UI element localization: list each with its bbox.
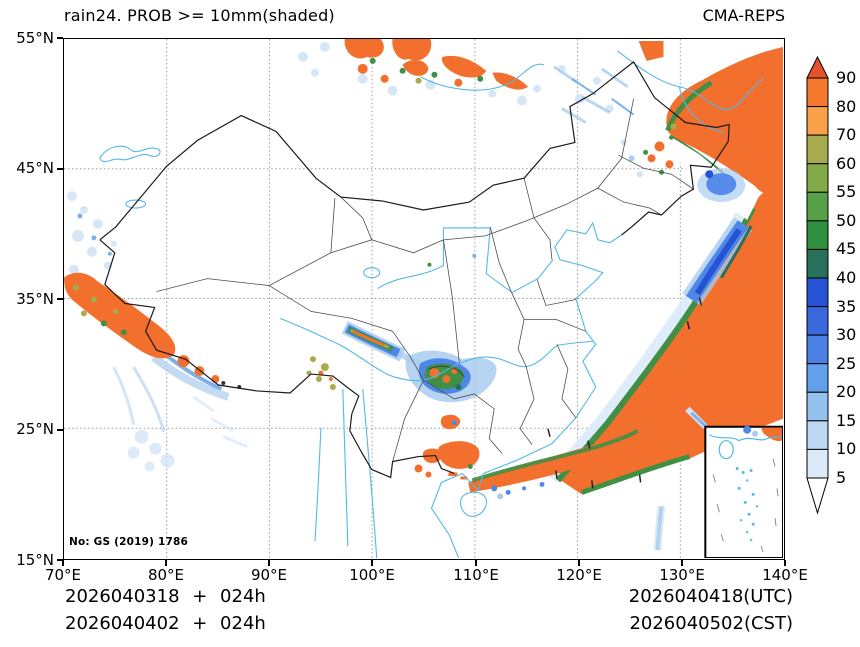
colorbar-segment: [806, 448, 829, 479]
map-approval-note: No: GS (2019) 1786: [69, 536, 188, 548]
colorbar-tick-90: 90: [836, 68, 857, 87]
x-tick-70e: 70°E: [44, 566, 82, 584]
tick-mark: [57, 37, 63, 39]
sw-river-2: [362, 388, 378, 558]
province-borders: [156, 98, 694, 462]
south-china-sea-inset: [704, 425, 783, 558]
map-svg: [64, 39, 783, 558]
colorbar-segment: [806, 106, 829, 136]
lake-issyk-kul: [125, 199, 147, 209]
shaded-region-top-siberia-cluster: [298, 39, 635, 124]
colorbar-segment: [806, 334, 829, 365]
colorbar-segment: [806, 134, 829, 165]
sw-river-1: [342, 388, 349, 547]
colorbar-segment: [806, 277, 829, 308]
amur-tributary: [678, 86, 724, 133]
colorbar-tick-10: 10: [836, 439, 857, 459]
top-cluster-river: [420, 63, 545, 91]
tick-mark: [57, 168, 63, 170]
colorbar-tick-45: 45: [836, 239, 857, 259]
colorbar-tick-35: 35: [836, 296, 857, 316]
tick-mark: [165, 560, 167, 566]
shaded-region-northeast-and-east-sea-band: [547, 40, 783, 495]
map-plot-area: No: GS (2019) 1786: [63, 38, 785, 560]
colorbar-tick-55: 55: [836, 182, 857, 202]
colorbar-tick-5: 5: [836, 468, 847, 487]
tick-mark: [57, 429, 63, 431]
x-tick-140e: 140°E: [762, 566, 808, 584]
colorbar-tick-25: 25: [836, 353, 857, 373]
yellow-river: [377, 227, 554, 294]
qinghai-lake: [363, 267, 381, 279]
colorbar-segment: [806, 391, 829, 422]
colorbar-segment: [806, 77, 829, 108]
colorbar-segment: [806, 220, 829, 250]
x-tick-130e: 130°E: [659, 566, 705, 584]
sw-river-3: [314, 427, 322, 542]
yangtze-river: [279, 317, 593, 382]
x-tick-80e: 80°E: [147, 566, 185, 584]
colorbar-segment: [806, 248, 829, 279]
colorbar-svg: [806, 55, 829, 515]
y-tick-45n: 45°N: [16, 159, 54, 177]
x-tick-90e: 90°E: [250, 566, 288, 584]
colorbar-segment: [806, 163, 829, 193]
model-source-label: CMA-REPS: [702, 6, 785, 25]
colorbar-segment: [806, 363, 829, 393]
shaded-region-sichuan-chongqing: [306, 350, 497, 403]
inset-island-dots: [735, 467, 759, 542]
tick-mark: [268, 560, 270, 566]
colorbar-tick-40: 40: [836, 268, 857, 287]
tick-mark: [681, 560, 683, 566]
graticule-gridlines: [64, 39, 783, 558]
colorbar-extend-above: [806, 55, 829, 79]
shaded-region-south-china-coast: [414, 428, 639, 500]
colorbar-tick-15: 15: [836, 410, 857, 430]
inset-dash-line: [712, 458, 779, 553]
lake-balkhash: [99, 145, 161, 163]
tick-mark: [62, 560, 64, 566]
y-tick-25n: 25°N: [16, 420, 54, 438]
tick-mark: [784, 560, 786, 566]
x-tick-110e: 110°E: [453, 566, 499, 584]
tick-mark: [578, 560, 580, 566]
tick-mark: [57, 559, 63, 561]
colorbar-tick-60: 60: [836, 153, 857, 173]
amur-river: [617, 50, 764, 111]
colorbar-segment: [806, 191, 829, 222]
x-tick-100e: 100°E: [349, 566, 395, 584]
shaded-region-central-streak: [341, 321, 426, 370]
south-china-sea-dashes: [547, 297, 703, 489]
x-tick-120e: 120°E: [556, 566, 602, 584]
hainan-island: [460, 491, 488, 517]
colorbar: [805, 55, 835, 517]
y-tick-55n: 55°N: [16, 29, 54, 47]
colorbar-tick-20: 20: [836, 382, 857, 402]
coastline: [430, 221, 622, 558]
tick-mark: [371, 560, 373, 566]
tick-mark: [475, 560, 477, 566]
footer-init-cst: 2026040402 + 024h: [65, 613, 266, 634]
shaded-region-guizhou-spot: [440, 414, 461, 430]
colorbar-tick-50: 50: [836, 210, 857, 230]
colorbar-segment: [806, 420, 829, 450]
colorbar-tick-70: 70: [836, 125, 857, 145]
colorbar-segment: [806, 306, 829, 336]
colorbar-extend-below: [806, 477, 829, 515]
national-border: [99, 60, 730, 479]
inset-corner-streak: [685, 406, 708, 429]
y-tick-15n: 15°N: [16, 551, 54, 569]
shaded-region-scattered-marks: [427, 253, 666, 551]
footer-valid-utc: 2026040418(UTC): [628, 586, 793, 607]
colorbar-tick-30: 30: [836, 325, 857, 345]
footer-valid-cst: 2026040502(CST): [629, 613, 793, 634]
rivers-and-coastline: [99, 50, 764, 558]
y-tick-35n: 35°N: [16, 290, 54, 308]
footer-init-utc: 2026040318 + 024h: [65, 586, 266, 607]
shaded-region-west-himalaya: [64, 191, 248, 472]
tick-mark: [57, 298, 63, 300]
colorbar-tick-80: 80: [836, 96, 857, 116]
page-title: rain24. PROB >= 10mm(shaded): [64, 6, 335, 25]
